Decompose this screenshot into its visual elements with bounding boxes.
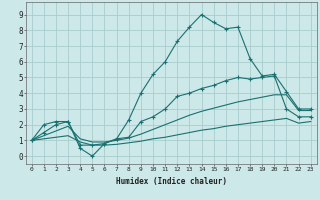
X-axis label: Humidex (Indice chaleur): Humidex (Indice chaleur) <box>116 177 227 186</box>
